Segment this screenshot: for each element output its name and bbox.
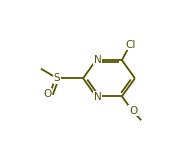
Text: N: N xyxy=(94,55,102,65)
Text: S: S xyxy=(54,73,61,83)
Text: Cl: Cl xyxy=(125,40,135,50)
Text: O: O xyxy=(43,89,52,99)
Text: N: N xyxy=(94,92,102,102)
Text: O: O xyxy=(129,106,137,116)
